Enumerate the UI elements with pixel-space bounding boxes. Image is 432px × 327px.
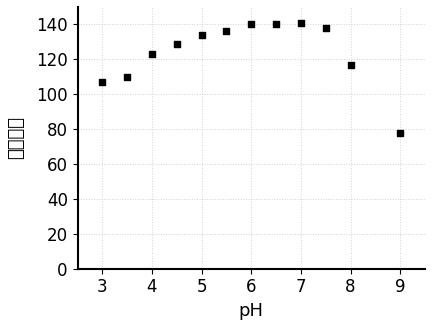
Point [347, 62, 354, 67]
Point [298, 20, 305, 25]
Y-axis label: 药光强度: 药光强度 [7, 116, 25, 159]
Point [173, 41, 180, 46]
Point [99, 79, 106, 85]
Point [124, 74, 130, 79]
Point [397, 130, 403, 135]
Point [273, 22, 280, 27]
Point [322, 25, 329, 30]
Point [149, 51, 156, 57]
Point [223, 29, 230, 34]
X-axis label: pH: pH [239, 302, 264, 320]
Point [248, 22, 255, 27]
Point [198, 32, 205, 38]
